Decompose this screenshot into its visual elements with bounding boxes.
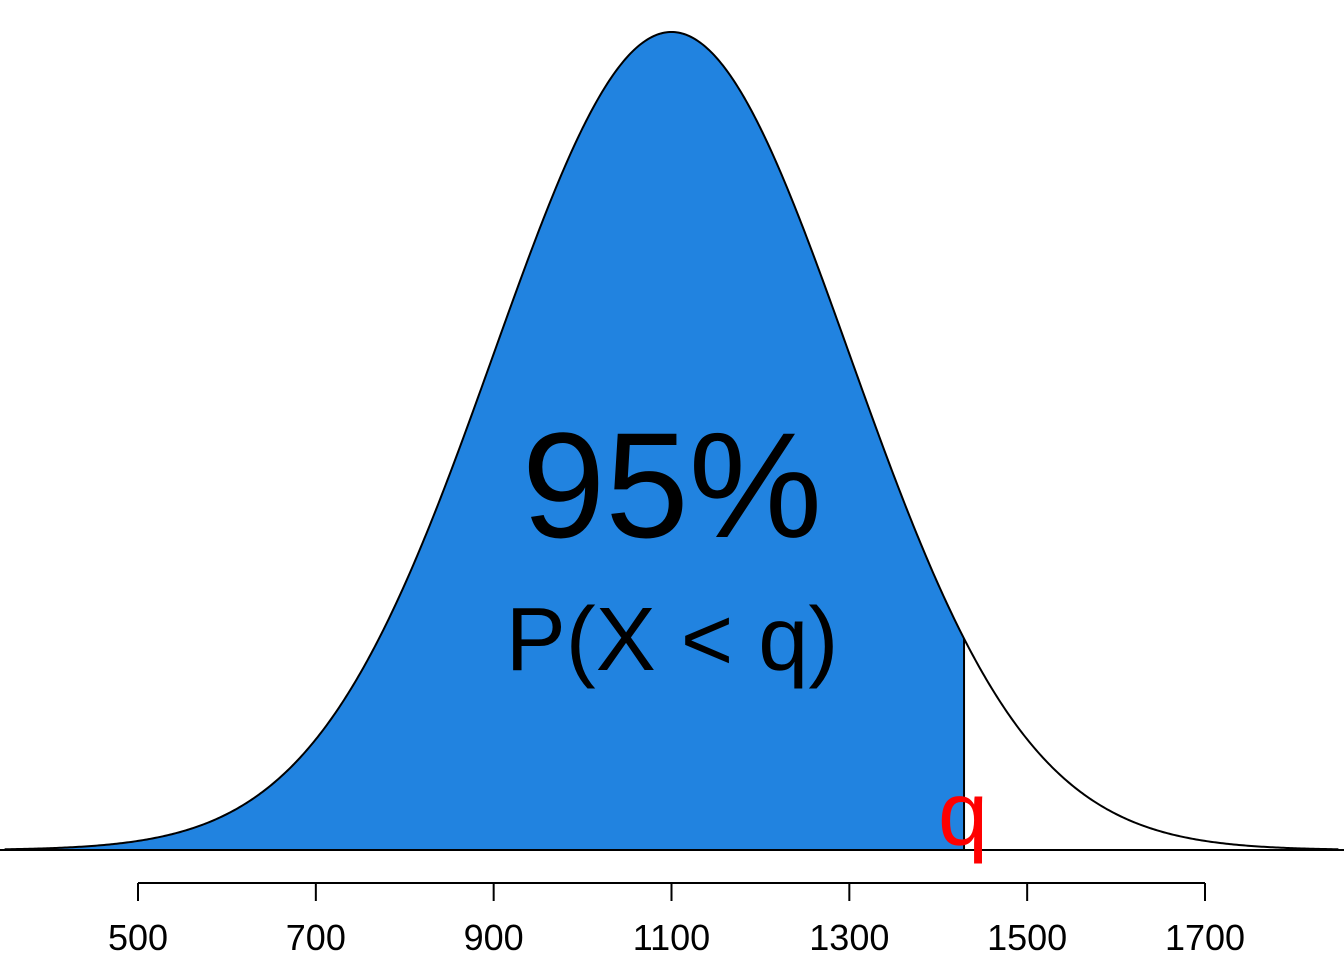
shaded-area-below-q bbox=[4, 32, 965, 850]
x-axis: 500 700 900 1100 1300 1500 1700 bbox=[108, 882, 1245, 958]
x-tick-label: 1500 bbox=[987, 917, 1067, 958]
x-tick-label: 500 bbox=[108, 917, 168, 958]
density-curve bbox=[4, 30, 1339, 851]
x-tick-label: 1700 bbox=[1165, 917, 1245, 958]
percent-label: 95% bbox=[522, 401, 822, 569]
probability-label: P(X < q) bbox=[506, 590, 839, 690]
x-tick-label: 700 bbox=[286, 917, 346, 958]
x-tick-label: 1300 bbox=[809, 917, 889, 958]
quantile-label: q bbox=[938, 765, 988, 865]
x-tick-label: 900 bbox=[464, 917, 524, 958]
x-tick-label: 1100 bbox=[633, 917, 710, 958]
